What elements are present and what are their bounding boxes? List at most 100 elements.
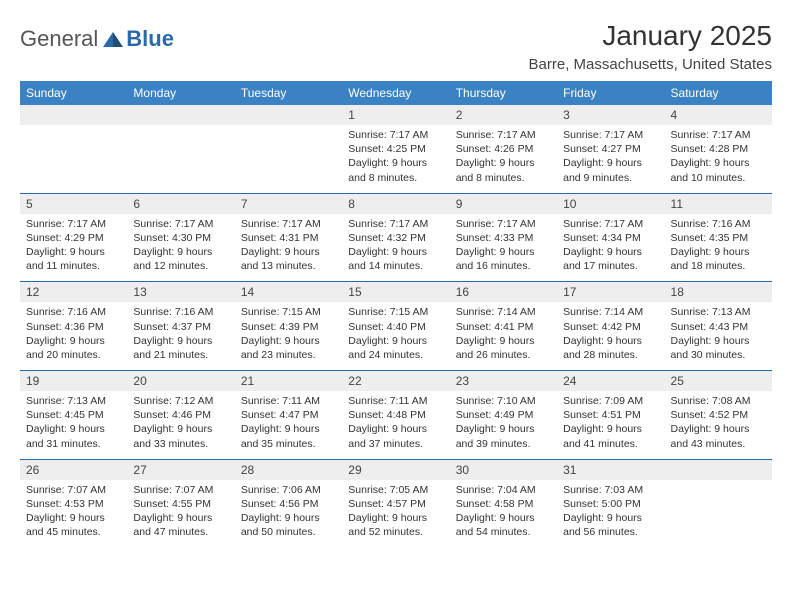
location: Barre, Massachusetts, United States <box>529 56 772 73</box>
dow-header: Friday <box>557 81 664 105</box>
day-data: Sunrise: 7:16 AMSunset: 4:37 PMDaylight:… <box>127 302 234 370</box>
dow-header: Saturday <box>665 81 772 105</box>
day-cell: 24Sunrise: 7:09 AMSunset: 4:51 PMDayligh… <box>557 371 664 460</box>
day-number: 28 <box>235 460 342 480</box>
day-number: 5 <box>20 194 127 214</box>
day-data-empty <box>127 125 234 185</box>
day-data: Sunrise: 7:17 AMSunset: 4:29 PMDaylight:… <box>20 214 127 282</box>
day-data: Sunrise: 7:10 AMSunset: 4:49 PMDaylight:… <box>450 391 557 459</box>
logo: General Blue <box>20 20 174 52</box>
day-number: 23 <box>450 371 557 391</box>
day-number: 25 <box>665 371 772 391</box>
day-cell <box>20 105 127 193</box>
calendar-table: Sunday Monday Tuesday Wednesday Thursday… <box>20 81 772 547</box>
day-number: 12 <box>20 282 127 302</box>
month-title: January 2025 <box>529 20 772 52</box>
day-data: Sunrise: 7:11 AMSunset: 4:48 PMDaylight:… <box>342 391 449 459</box>
day-cell <box>235 105 342 193</box>
day-data: Sunrise: 7:17 AMSunset: 4:34 PMDaylight:… <box>557 214 664 282</box>
day-number: 11 <box>665 194 772 214</box>
day-data: Sunrise: 7:11 AMSunset: 4:47 PMDaylight:… <box>235 391 342 459</box>
day-data: Sunrise: 7:17 AMSunset: 4:30 PMDaylight:… <box>127 214 234 282</box>
day-cell: 27Sunrise: 7:07 AMSunset: 4:55 PMDayligh… <box>127 459 234 547</box>
day-number: 2 <box>450 105 557 125</box>
day-number: 21 <box>235 371 342 391</box>
day-number: 18 <box>665 282 772 302</box>
day-number: 17 <box>557 282 664 302</box>
dow-header: Wednesday <box>342 81 449 105</box>
day-cell: 1Sunrise: 7:17 AMSunset: 4:25 PMDaylight… <box>342 105 449 193</box>
day-number-empty <box>20 105 127 125</box>
day-data: Sunrise: 7:04 AMSunset: 4:58 PMDaylight:… <box>450 480 557 548</box>
day-data: Sunrise: 7:17 AMSunset: 4:33 PMDaylight:… <box>450 214 557 282</box>
day-data: Sunrise: 7:17 AMSunset: 4:28 PMDaylight:… <box>665 125 772 193</box>
logo-mark-icon <box>102 30 124 48</box>
day-cell: 10Sunrise: 7:17 AMSunset: 4:34 PMDayligh… <box>557 193 664 282</box>
day-number: 8 <box>342 194 449 214</box>
day-cell: 11Sunrise: 7:16 AMSunset: 4:35 PMDayligh… <box>665 193 772 282</box>
day-number: 22 <box>342 371 449 391</box>
logo-text-blue: Blue <box>126 26 174 52</box>
day-cell: 7Sunrise: 7:17 AMSunset: 4:31 PMDaylight… <box>235 193 342 282</box>
day-cell: 16Sunrise: 7:14 AMSunset: 4:41 PMDayligh… <box>450 282 557 371</box>
day-cell: 4Sunrise: 7:17 AMSunset: 4:28 PMDaylight… <box>665 105 772 193</box>
day-data: Sunrise: 7:08 AMSunset: 4:52 PMDaylight:… <box>665 391 772 459</box>
day-number: 19 <box>20 371 127 391</box>
day-cell: 19Sunrise: 7:13 AMSunset: 4:45 PMDayligh… <box>20 371 127 460</box>
day-cell: 25Sunrise: 7:08 AMSunset: 4:52 PMDayligh… <box>665 371 772 460</box>
day-number: 29 <box>342 460 449 480</box>
day-cell: 17Sunrise: 7:14 AMSunset: 4:42 PMDayligh… <box>557 282 664 371</box>
day-number: 31 <box>557 460 664 480</box>
week-row: 19Sunrise: 7:13 AMSunset: 4:45 PMDayligh… <box>20 371 772 460</box>
dow-header: Thursday <box>450 81 557 105</box>
day-number: 30 <box>450 460 557 480</box>
week-row: 12Sunrise: 7:16 AMSunset: 4:36 PMDayligh… <box>20 282 772 371</box>
day-cell: 5Sunrise: 7:17 AMSunset: 4:29 PMDaylight… <box>20 193 127 282</box>
day-number: 3 <box>557 105 664 125</box>
day-cell: 28Sunrise: 7:06 AMSunset: 4:56 PMDayligh… <box>235 459 342 547</box>
day-cell: 20Sunrise: 7:12 AMSunset: 4:46 PMDayligh… <box>127 371 234 460</box>
day-data: Sunrise: 7:12 AMSunset: 4:46 PMDaylight:… <box>127 391 234 459</box>
day-data: Sunrise: 7:13 AMSunset: 4:45 PMDaylight:… <box>20 391 127 459</box>
day-cell: 21Sunrise: 7:11 AMSunset: 4:47 PMDayligh… <box>235 371 342 460</box>
day-data-empty <box>665 480 772 540</box>
day-cell: 15Sunrise: 7:15 AMSunset: 4:40 PMDayligh… <box>342 282 449 371</box>
day-cell: 30Sunrise: 7:04 AMSunset: 4:58 PMDayligh… <box>450 459 557 547</box>
day-cell: 22Sunrise: 7:11 AMSunset: 4:48 PMDayligh… <box>342 371 449 460</box>
day-data: Sunrise: 7:16 AMSunset: 4:36 PMDaylight:… <box>20 302 127 370</box>
day-cell: 26Sunrise: 7:07 AMSunset: 4:53 PMDayligh… <box>20 459 127 547</box>
day-number: 4 <box>665 105 772 125</box>
day-number: 6 <box>127 194 234 214</box>
day-number-empty <box>665 460 772 480</box>
dow-row: Sunday Monday Tuesday Wednesday Thursday… <box>20 81 772 105</box>
day-number: 13 <box>127 282 234 302</box>
day-number: 14 <box>235 282 342 302</box>
day-cell: 18Sunrise: 7:13 AMSunset: 4:43 PMDayligh… <box>665 282 772 371</box>
day-data: Sunrise: 7:16 AMSunset: 4:35 PMDaylight:… <box>665 214 772 282</box>
day-number-empty <box>127 105 234 125</box>
day-data: Sunrise: 7:17 AMSunset: 4:32 PMDaylight:… <box>342 214 449 282</box>
day-number: 9 <box>450 194 557 214</box>
day-data-empty <box>235 125 342 185</box>
day-number: 10 <box>557 194 664 214</box>
day-data: Sunrise: 7:03 AMSunset: 5:00 PMDaylight:… <box>557 480 664 548</box>
dow-header: Monday <box>127 81 234 105</box>
day-number: 20 <box>127 371 234 391</box>
day-data: Sunrise: 7:17 AMSunset: 4:25 PMDaylight:… <box>342 125 449 193</box>
day-cell: 9Sunrise: 7:17 AMSunset: 4:33 PMDaylight… <box>450 193 557 282</box>
day-number: 16 <box>450 282 557 302</box>
day-number: 27 <box>127 460 234 480</box>
day-cell <box>665 459 772 547</box>
day-data-empty <box>20 125 127 185</box>
day-cell: 23Sunrise: 7:10 AMSunset: 4:49 PMDayligh… <box>450 371 557 460</box>
day-data: Sunrise: 7:15 AMSunset: 4:39 PMDaylight:… <box>235 302 342 370</box>
day-cell: 13Sunrise: 7:16 AMSunset: 4:37 PMDayligh… <box>127 282 234 371</box>
day-cell: 6Sunrise: 7:17 AMSunset: 4:30 PMDaylight… <box>127 193 234 282</box>
day-data: Sunrise: 7:07 AMSunset: 4:53 PMDaylight:… <box>20 480 127 548</box>
day-cell <box>127 105 234 193</box>
day-cell: 14Sunrise: 7:15 AMSunset: 4:39 PMDayligh… <box>235 282 342 371</box>
week-row: 26Sunrise: 7:07 AMSunset: 4:53 PMDayligh… <box>20 459 772 547</box>
day-number: 26 <box>20 460 127 480</box>
day-cell: 12Sunrise: 7:16 AMSunset: 4:36 PMDayligh… <box>20 282 127 371</box>
day-cell: 8Sunrise: 7:17 AMSunset: 4:32 PMDaylight… <box>342 193 449 282</box>
